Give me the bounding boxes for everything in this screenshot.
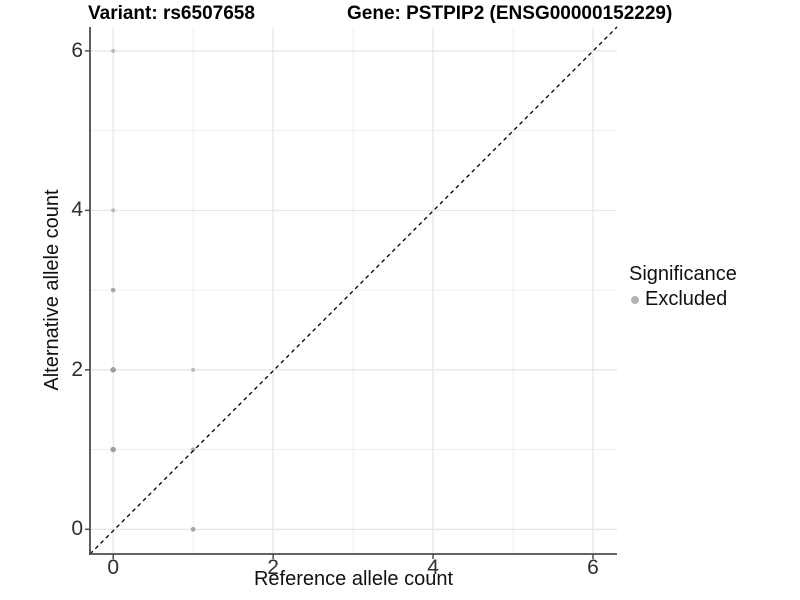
y-axis-title: Alternative allele count — [41, 189, 63, 391]
plot-title-gene: Gene: PSTPIP2 (ENSG00000152229) — [347, 3, 673, 24]
data-point — [190, 447, 196, 452]
legend: Significance Excluded — [629, 263, 737, 311]
x-tick-label-0: 0 — [107, 556, 120, 579]
data-point — [190, 526, 196, 532]
data-point — [111, 208, 116, 213]
legend-item-excluded: Excluded — [629, 288, 737, 311]
x-tick-label-4: 4 — [427, 556, 439, 579]
data-point — [110, 446, 116, 453]
x-axis-title: Reference allele count — [253, 568, 453, 590]
legend-item-label: Excluded — [645, 288, 728, 310]
y-tick-label-0: 0 — [71, 517, 83, 541]
y-tick-label-4: 4 — [71, 198, 83, 222]
data-point — [110, 367, 116, 373]
y-tick-label-6: 6 — [71, 38, 83, 62]
x-tick-label-6: 6 — [587, 556, 599, 579]
data-point — [191, 367, 196, 372]
data-point — [111, 48, 116, 53]
plot-title-variant: Variant: rs6507658 — [88, 3, 255, 24]
x-tick-label-2: 2 — [267, 556, 279, 579]
y-tick-label-2: 2 — [71, 357, 83, 381]
legend-point-icon — [631, 295, 639, 304]
legend-title: Significance — [629, 263, 737, 285]
data-point — [110, 287, 116, 293]
